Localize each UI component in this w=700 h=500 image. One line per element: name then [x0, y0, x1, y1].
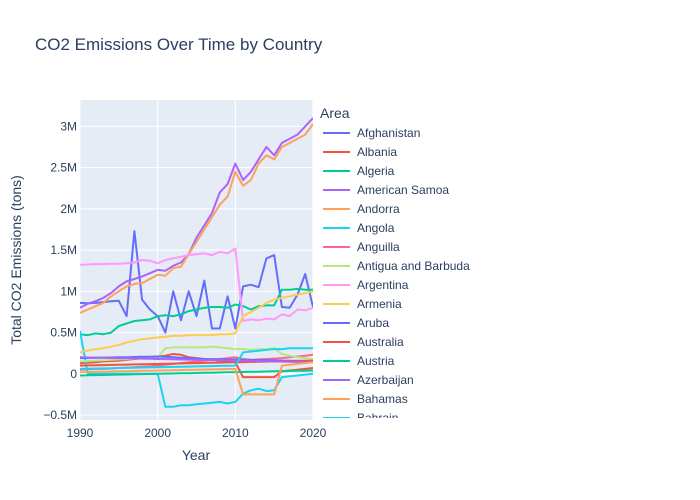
legend-label: Algeria — [357, 164, 395, 178]
series-line-azerbaijan — [80, 356, 313, 364]
y-tick-label: 2M — [60, 202, 77, 216]
legend-label: Andorra — [357, 202, 400, 216]
legend-title: Area — [320, 105, 350, 121]
legend-label: Armenia — [357, 297, 402, 311]
x-ticks: 1990 2000 2010 2020 — [67, 426, 327, 440]
legend-item[interactable]: Andorra — [323, 202, 400, 216]
legend-label: Anguilla — [357, 240, 400, 254]
y-tick-label: 0.5M — [50, 326, 77, 340]
legend-label: Angola — [357, 221, 395, 235]
y-tick-label: 2.5M — [50, 161, 77, 175]
legend-item[interactable]: Bahrain — [323, 411, 398, 425]
x-tick-label: 1990 — [67, 426, 94, 440]
legend-item[interactable]: Bahamas — [323, 392, 408, 406]
legend-item[interactable]: Albania — [323, 145, 397, 159]
legend-item[interactable]: Angola — [323, 221, 395, 235]
legend-label: Antigua and Barbuda — [357, 259, 470, 273]
x-tick-label: 2000 — [144, 426, 171, 440]
legend-label: Bahrain — [357, 411, 398, 425]
legend-label: Afghanistan — [357, 126, 420, 140]
chart-title: CO2 Emissions Over Time by Country — [35, 35, 323, 54]
legend-label: Albania — [357, 145, 397, 159]
legend-label: Aruba — [357, 316, 389, 330]
y-axis-title: Total CO2 Emissions (tons) — [8, 175, 24, 345]
series-line-bahamas — [80, 361, 313, 396]
x-tick-label: 2020 — [300, 426, 327, 440]
legend-item[interactable]: Armenia — [323, 297, 402, 311]
series-line-american-samoa — [80, 117, 313, 309]
x-tick-label: 2010 — [222, 426, 249, 440]
series-line-algeria — [80, 287, 313, 337]
legend-item[interactable]: Azerbaijan — [323, 373, 414, 387]
legend-item[interactable]: Afghanistan — [323, 126, 420, 140]
legend-label: Austria — [357, 354, 395, 368]
legend-item[interactable]: Argentina — [323, 278, 409, 292]
legend-item[interactable]: Antigua and Barbuda — [323, 259, 470, 273]
legend-label: Bahamas — [357, 392, 408, 406]
legend-label: Australia — [357, 335, 404, 349]
legend-label: Azerbaijan — [357, 373, 414, 387]
legend-item[interactable]: Anguilla — [323, 240, 400, 254]
y-tick-label: 3M — [60, 119, 77, 133]
legend-label: Argentina — [357, 278, 409, 292]
y-tick-label: 1.5M — [50, 243, 77, 257]
y-tick-label: −0.5M — [43, 408, 77, 422]
y-tick-label: 1M — [60, 284, 77, 298]
series-line-andorra — [80, 123, 313, 314]
legend-item[interactable]: American Samoa — [323, 183, 449, 197]
y-tick-label: 0 — [70, 367, 77, 381]
legend[interactable]: Afghanistan Albania Algeria American Samoa A… — [323, 126, 470, 425]
legend-item[interactable]: Aruba — [323, 316, 389, 330]
legend-item[interactable]: Australia — [323, 335, 404, 349]
series-line-austria — [80, 369, 313, 377]
legend-label: American Samoa — [357, 183, 449, 197]
series-line-afghanistan — [80, 230, 313, 334]
legend-item[interactable]: Austria — [323, 354, 395, 368]
series-line-bahrain — [80, 347, 313, 370]
series-line-argentina — [80, 247, 313, 322]
x-axis-title: Year — [182, 447, 211, 463]
series-lines — [80, 117, 313, 408]
series-line-armenia — [80, 290, 313, 354]
legend-item[interactable]: Algeria — [323, 164, 395, 178]
grid-lines — [79, 100, 314, 420]
y-ticks: −0.5M 0 0.5M 1M 1.5M 2M 2.5M 3M — [43, 119, 77, 422]
